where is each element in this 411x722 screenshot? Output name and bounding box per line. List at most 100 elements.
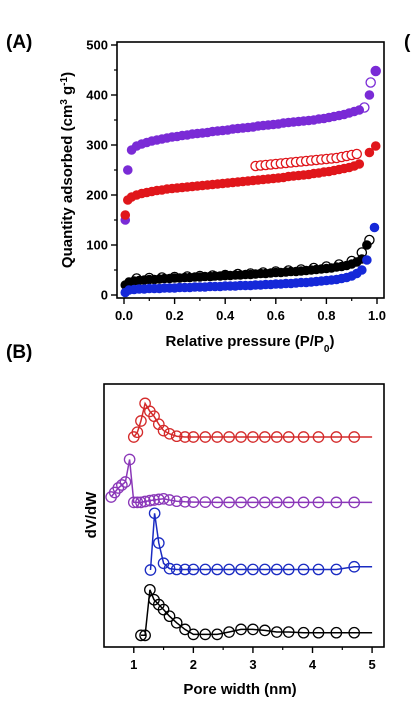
pore-size-point-red_b (312, 431, 325, 443)
pore-size-point-red_b (235, 431, 247, 443)
pore-size-point-purple_b (139, 495, 151, 508)
pore-size-point-blue_b (187, 563, 200, 576)
pore-size-point-red_b (163, 427, 176, 440)
isotherm-adsorption-point-red (370, 141, 381, 151)
isotherm-x-tick-label: 0.0 (115, 308, 133, 323)
pore-size-point-red_b (282, 431, 295, 443)
pore-size-point-blue_b (348, 560, 361, 573)
pore-size-point-black (330, 626, 343, 639)
pore-size-point-black (135, 629, 147, 642)
pore-size-point-black (157, 603, 170, 616)
pore-size-point-red_b (135, 415, 147, 427)
pore-size-point-black (297, 626, 310, 639)
pore-size-point-blue_b (223, 563, 235, 576)
pore-size-axes: 1 2 3 4 5 (130, 647, 376, 672)
pore-size-point-black (144, 583, 156, 596)
isotherm-x-tick-label: 0.4 (216, 308, 235, 323)
pore-size-point-blue_b (235, 563, 247, 576)
pore-size-point-blue_b (179, 563, 191, 576)
pore-size-point-purple_b (163, 494, 176, 506)
isotherm-adsorption-point-purple (370, 66, 381, 76)
panel-label-b: (B) (6, 342, 32, 363)
pore-size-point-purple_b (123, 453, 136, 466)
pore-size-point-purple_b (223, 496, 235, 509)
pore-size-point-red_b (211, 431, 224, 443)
pore-size-point-purple_b (148, 494, 160, 506)
pore-size-point-black (163, 610, 176, 623)
isotherm-x-axis-title: Relative pressure (P/P0) (166, 333, 335, 355)
isotherm-x-tick-label: 0.8 (317, 308, 335, 323)
pore-size-point-purple_b (131, 496, 144, 509)
isotherm-adsorption-point-red (364, 147, 375, 158)
pore-size-point-blue_b (144, 564, 157, 576)
pore-size-point-red_b (199, 431, 212, 443)
pore-size-point-red_b (247, 431, 259, 443)
isotherm-chart: 0.0 0.2 0.4 0.6 0.8 1.0 0 100 200 300 400 500 Relat… (59, 38, 387, 355)
pore-size-point-purple_b (330, 496, 343, 509)
isotherm-y-tick-label: 0 (101, 288, 108, 303)
isotherm-adsorption-point-purple (122, 165, 133, 175)
pore-size-point-blue_b (259, 563, 271, 576)
pore-size-point-blue_b (199, 563, 212, 576)
pore-size-point-purple_b (211, 496, 224, 509)
pore-size-line-purple_b (110, 459, 373, 504)
pore-size-point-red_b (270, 431, 283, 443)
pore-size-point-purple_b (270, 496, 283, 509)
pore-size-point-purple_b (247, 496, 259, 509)
pore-size-plot-frame (103, 383, 385, 648)
pore-size-point-black (187, 628, 200, 641)
pore-size-point-black (223, 626, 235, 638)
pore-size-point-black (270, 626, 283, 638)
pore-size-x-tick-label: 1 (130, 657, 137, 672)
pore-size-point-blue_b (148, 507, 161, 520)
isotherm-axes: 0.0 0.2 0.4 0.6 0.8 1.0 0 100 200 300 400 500 (86, 38, 386, 324)
pore-size-line-red_b (133, 401, 373, 438)
isotherm-adsorption-point-black (362, 240, 372, 250)
pore-size-point-purple_b (116, 479, 128, 491)
pore-size-point-black (199, 628, 212, 641)
isotherm-y-tick-label: 100 (86, 238, 108, 253)
pore-size-point-blue_b (297, 563, 310, 576)
pore-size-x-tick-label: 3 (249, 657, 256, 672)
pore-size-point-black (348, 626, 361, 639)
pore-size-point-red_b (259, 431, 271, 443)
pore-size-point-purple_b (170, 495, 183, 508)
pore-size-point-black (211, 628, 224, 641)
panel-label-a: (A) (6, 32, 32, 53)
pore-size-point-red_b (187, 431, 200, 443)
isotherm-desorption-point-purple (365, 77, 376, 88)
isotherm-y-tick-label: 500 (86, 38, 108, 53)
pore-size-point-red_b (179, 431, 191, 443)
pore-size-point-red_b (223, 431, 235, 443)
pore-size-plot-area (105, 397, 373, 642)
isotherm-x-tick-label: 0.6 (267, 308, 285, 323)
pore-size-point-purple_b (199, 496, 212, 508)
pore-size-point-blue_b (282, 563, 295, 576)
pore-size-x-tick-label: 5 (368, 657, 375, 672)
pore-size-point-red_b (131, 426, 144, 439)
isotherm-adsorption-point-red (354, 159, 365, 169)
isotherm-adsorption-point-blue (369, 222, 380, 233)
pore-size-point-black (282, 626, 295, 638)
pore-size-x-tick-label: 2 (190, 657, 197, 672)
pore-size-point-purple_b (187, 496, 200, 508)
pore-size-point-purple_b (144, 494, 156, 507)
pore-size-point-blue_b (152, 537, 165, 549)
pore-size-point-purple_b (297, 496, 310, 509)
pore-size-point-red_b (297, 431, 310, 443)
pore-size-point-black (235, 623, 247, 636)
pore-size-point-purple_b (312, 496, 325, 509)
pore-size-point-blue_b (211, 563, 224, 576)
pore-size-point-red_b (157, 424, 170, 437)
isotherm-y-axis-title: Quantity adsorbed (cm3 g-1) (59, 72, 77, 268)
isotherm-y-tick-label: 200 (86, 188, 108, 203)
isotherm-y-tick-label: 400 (86, 88, 108, 103)
pore-size-point-black (179, 623, 191, 636)
pore-size-point-purple_b (119, 476, 132, 488)
pore-size-point-red_b (348, 431, 361, 443)
isotherm-x-tick-label: 0.2 (166, 308, 184, 323)
pore-size-point-blue_b (330, 563, 343, 576)
isotherm-adsorption-point-purple (364, 90, 375, 100)
isotherm-y-tick-label: 300 (86, 138, 108, 153)
